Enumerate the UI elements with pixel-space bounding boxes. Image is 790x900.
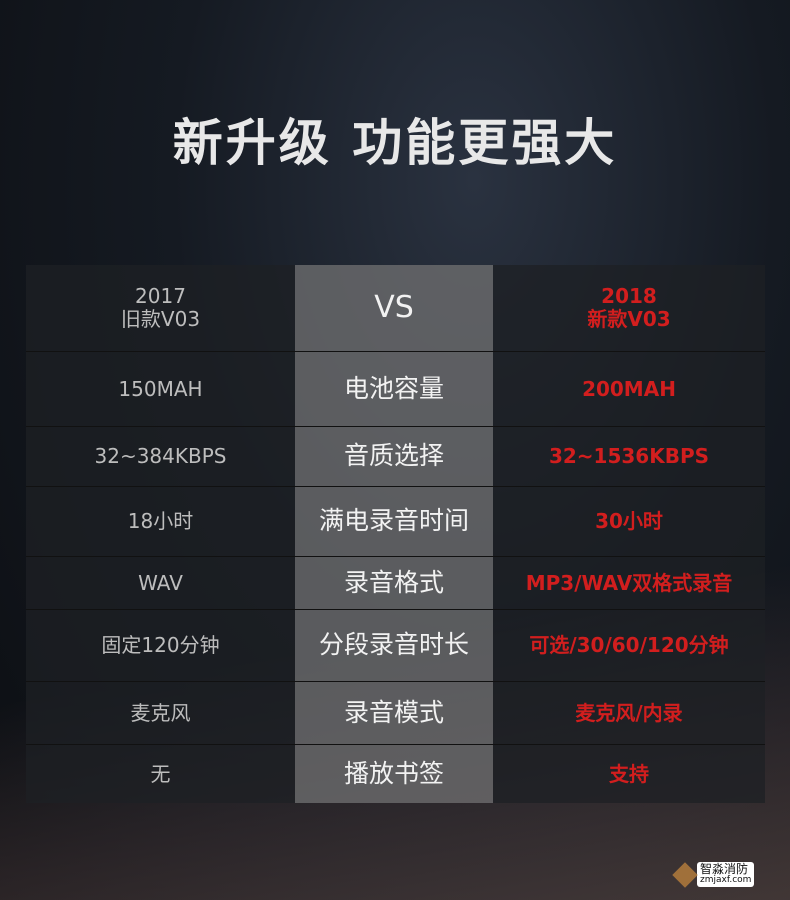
watermark-name: 智淼消防 bbox=[700, 862, 749, 876]
watermark-url: zmjaxf.com bbox=[700, 875, 752, 886]
old-value: 18小时 bbox=[26, 487, 295, 556]
old-value: WAV bbox=[26, 557, 295, 609]
feature-label: 录音模式 bbox=[295, 682, 493, 744]
watermark: 智淼消防 zmjaxf.com bbox=[672, 861, 755, 888]
new-value: 200MAH bbox=[493, 352, 765, 426]
new-value: MP3/WAV双格式录音 bbox=[493, 557, 765, 609]
feature-label: 电池容量 bbox=[295, 352, 493, 426]
feature-label: 播放书签 bbox=[295, 745, 493, 803]
watermark-text: 智淼消防 zmjaxf.com bbox=[697, 862, 755, 888]
feature-label: 录音格式 bbox=[295, 557, 493, 609]
new-value: 可选/30/60/120分钟 bbox=[493, 610, 765, 681]
new-value: 支持 bbox=[493, 745, 765, 803]
table-row: 麦克风 录音模式 麦克风/内录 bbox=[26, 682, 765, 745]
table-row: 固定120分钟 分段录音时长 可选/30/60/120分钟 bbox=[26, 610, 765, 682]
table-row: 无 播放书签 支持 bbox=[26, 745, 765, 803]
new-value: 32~1536KBPS bbox=[493, 427, 765, 486]
old-model-header: 2017 旧款V03 bbox=[26, 265, 295, 351]
new-year: 2018 bbox=[601, 284, 657, 308]
old-value: 固定120分钟 bbox=[26, 610, 295, 681]
feature-label: 满电录音时间 bbox=[295, 487, 493, 556]
new-model: 新款V03 bbox=[587, 307, 671, 331]
table-row: 18小时 满电录音时间 30小时 bbox=[26, 487, 765, 557]
old-value: 32~384KBPS bbox=[26, 427, 295, 486]
old-value: 150MAH bbox=[26, 352, 295, 426]
new-model-header: 2018 新款V03 bbox=[493, 265, 765, 351]
watermark-logo-icon bbox=[672, 861, 698, 888]
old-value: 无 bbox=[26, 745, 295, 803]
table-row: 150MAH 电池容量 200MAH bbox=[26, 352, 765, 427]
old-value: 麦克风 bbox=[26, 682, 295, 744]
feature-label: 分段录音时长 bbox=[295, 610, 493, 681]
old-year: 2017 bbox=[135, 284, 186, 308]
comparison-table: 2017 旧款V03 VS 2018 新款V03 150MAH 电池容量 200MA… bbox=[26, 265, 765, 803]
new-value: 30小时 bbox=[493, 487, 765, 556]
old-model: 旧款V03 bbox=[120, 307, 201, 331]
new-value: 麦克风/内录 bbox=[493, 682, 765, 744]
vs-label: VS bbox=[295, 265, 493, 351]
table-header-row: 2017 旧款V03 VS 2018 新款V03 bbox=[26, 265, 765, 352]
page-title: 新升级 功能更强大 bbox=[172, 114, 618, 172]
table-row: WAV 录音格式 MP3/WAV双格式录音 bbox=[26, 557, 765, 610]
feature-label: 音质选择 bbox=[295, 427, 493, 486]
table-row: 32~384KBPS 音质选择 32~1536KBPS bbox=[26, 427, 765, 487]
